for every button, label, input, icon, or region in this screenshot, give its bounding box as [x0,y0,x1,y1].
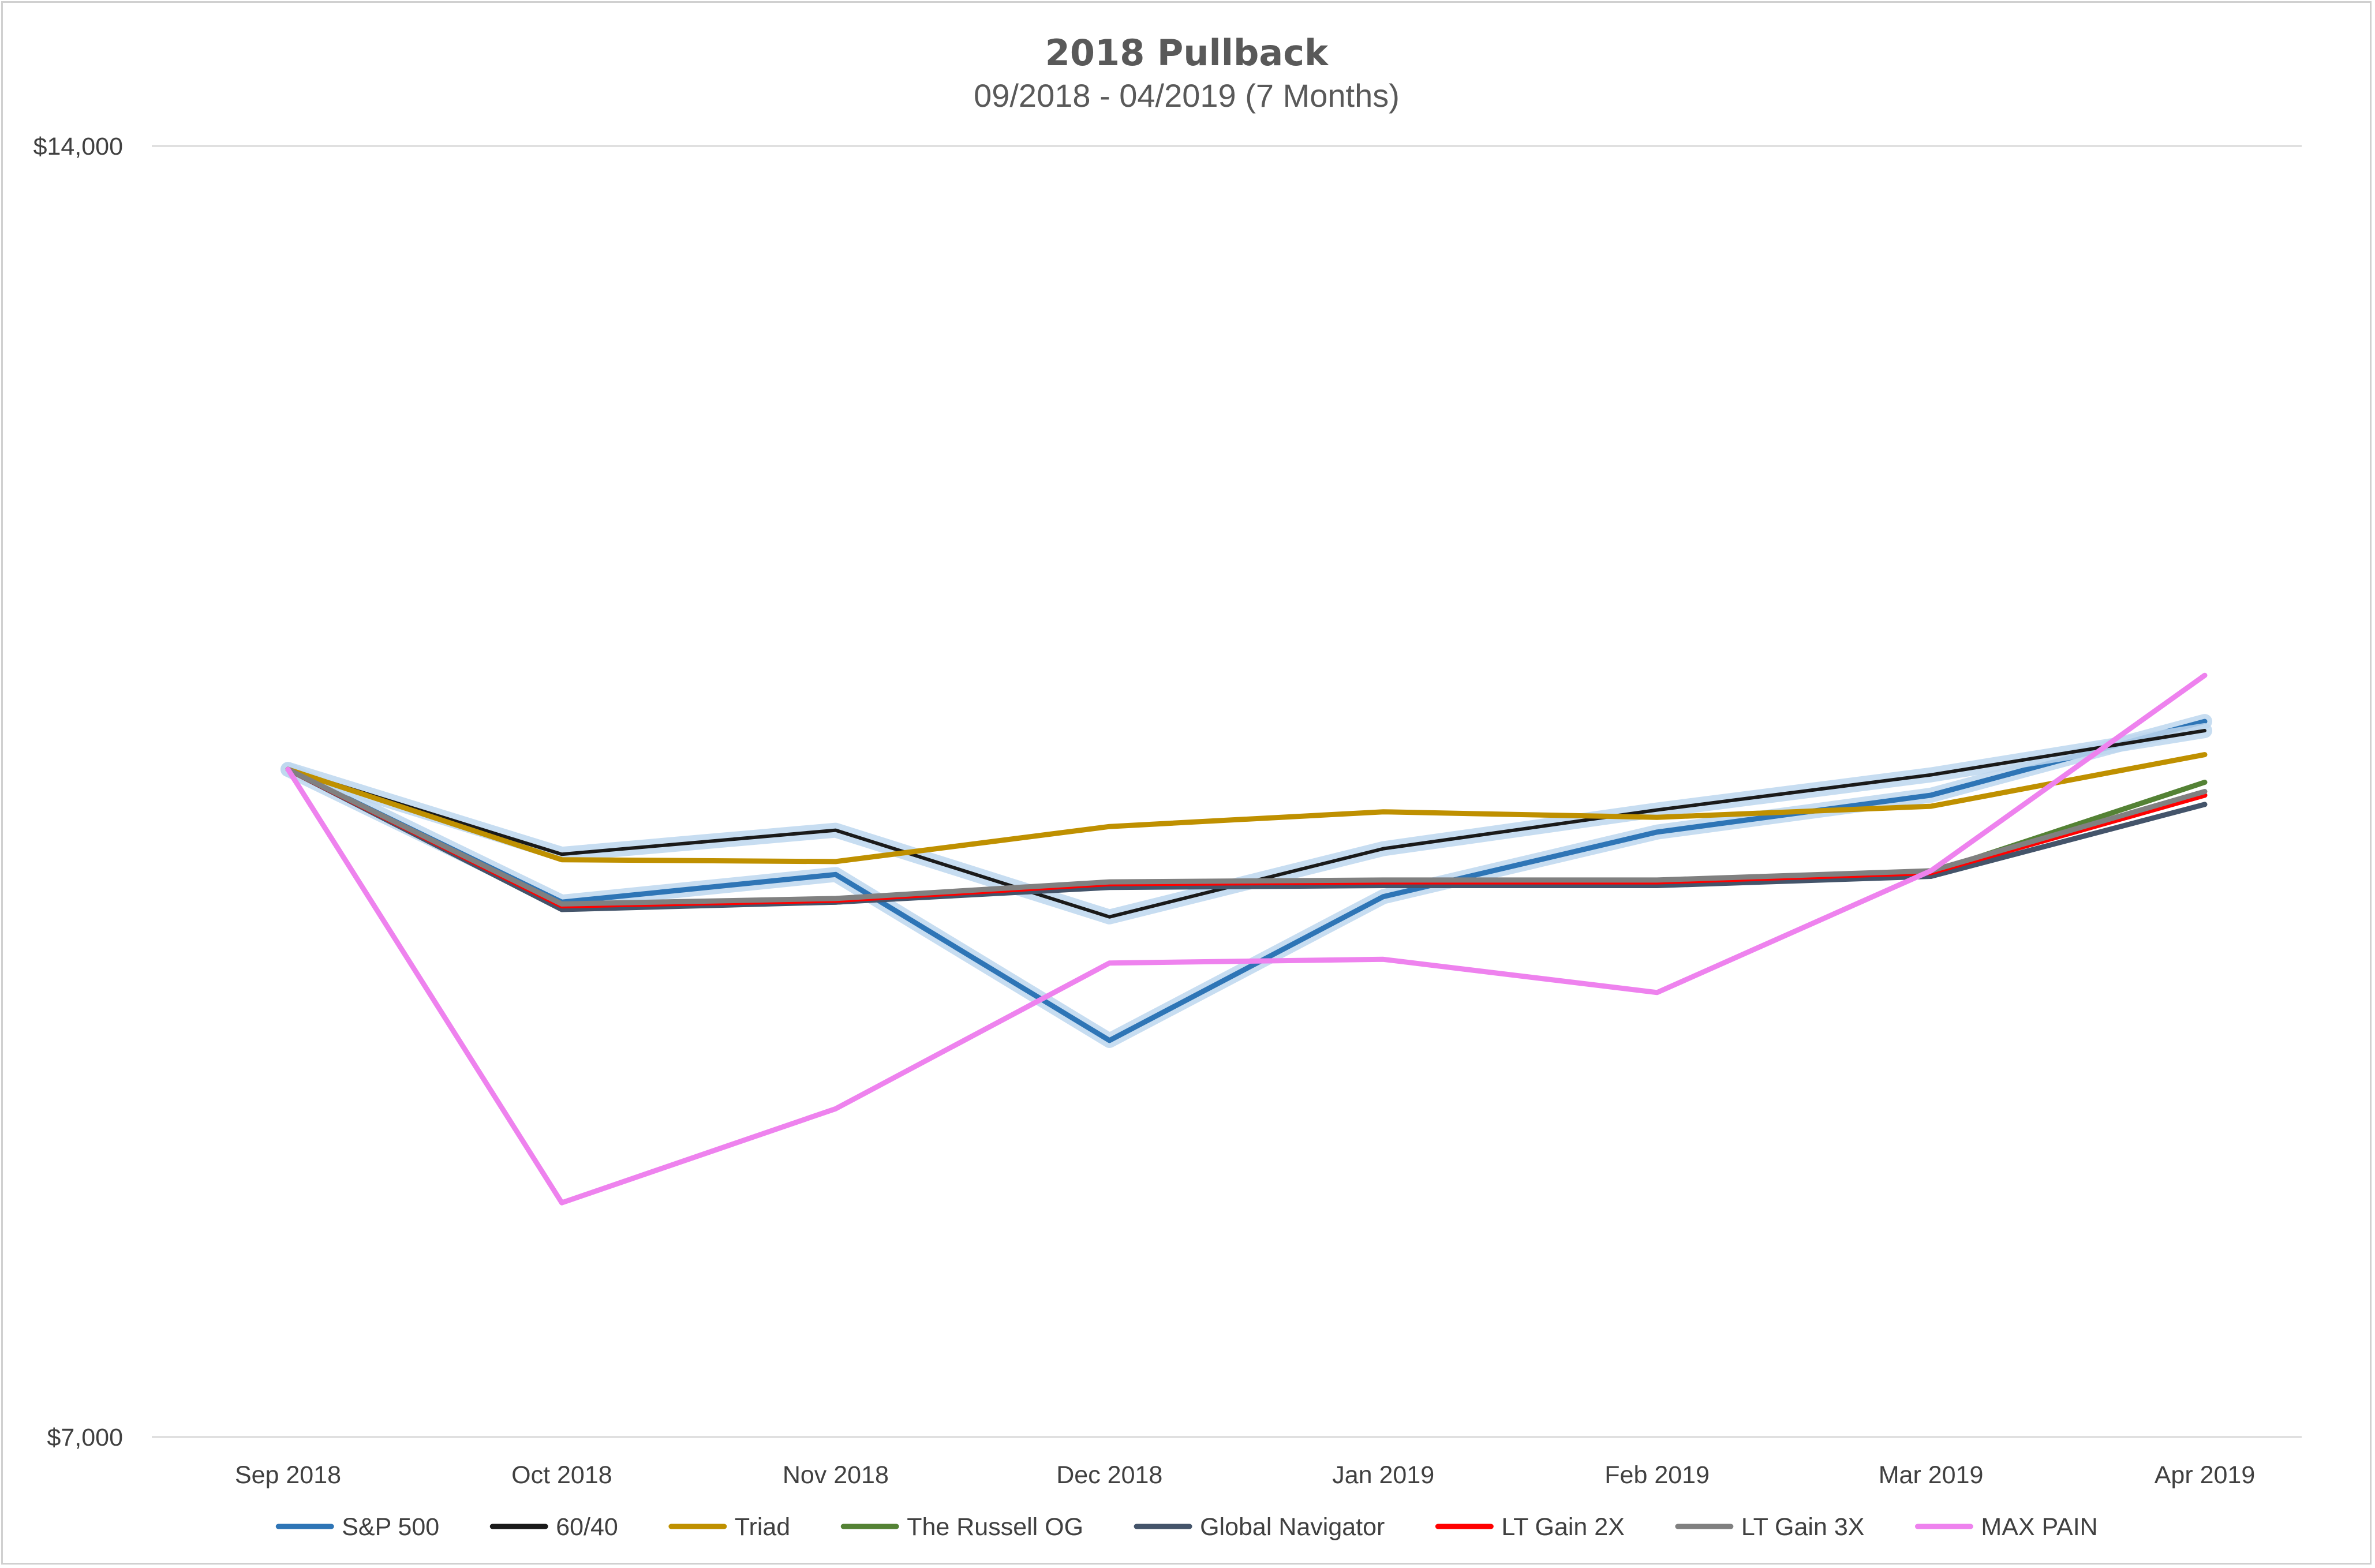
legend: S&P 500 60/40 Triad The Russell OG Global Na… [275,1513,2098,1541]
legend-label: The Russell OG [907,1513,1083,1541]
series-lines [280,672,2212,1206]
series-lt-gain-3x [285,766,2208,907]
x-tick-label: Apr 2019 [2155,1461,2256,1489]
gridlines [152,145,2302,1438]
series-s-p-500 [280,714,2212,1048]
series-triad-line [285,752,2208,865]
legend-label: Global Navigator [1200,1513,1385,1541]
chart-subtitle: 09/2018 - 04/2019 (7 Months) [974,77,1400,114]
x-tick-label: Sep 2018 [235,1461,341,1489]
y-axis-tick-labels: $7,000 $14,000 [33,133,123,1451]
x-axis-tick-labels: Sep 2018 Oct 2018 Nov 2018 Dec 2018 Jan 2019… [235,1461,2255,1489]
legend-item-60-40[interactable]: 60/40 [489,1513,618,1541]
legend-label: MAX PAIN [1981,1513,2097,1541]
series-global-navigator-line [285,766,2208,912]
y-tick-label: $14,000 [33,133,123,160]
legend-label: LT Gain 3X [1741,1513,1865,1541]
x-tick-label: Nov 2018 [783,1461,889,1489]
series-max-pain [285,672,2208,1206]
legend-label: LT Gain 2X [1501,1513,1625,1541]
line-chart: 2018 Pullback 09/2018 - 04/2019 (7 Month… [33,32,2302,1541]
series-lt-gain-3x-line [285,766,2208,907]
series-global-navigator [285,766,2208,912]
y-tick-label: $7,000 [47,1424,123,1451]
x-tick-label: Feb 2019 [1604,1461,1710,1489]
x-tick-label: Dec 2018 [1056,1461,1162,1489]
legend-label: Triad [735,1513,790,1541]
chart-title: 2018 Pullback [1045,32,1329,74]
legend-item-max-pain[interactable]: MAX PAIN [1914,1513,2098,1541]
x-tick-label: Mar 2019 [1879,1461,1984,1489]
legend-item-triad[interactable]: Triad [668,1513,790,1541]
legend-item-lt-gain-3x[interactable]: LT Gain 3X [1675,1513,1865,1541]
series-s-p-500-line [285,718,2208,1043]
legend-item-the-russell-og[interactable]: The Russell OG [840,1513,1083,1541]
legend-item-global-navigator[interactable]: Global Navigator [1134,1513,1385,1541]
legend-item-s-p-500[interactable]: S&P 500 [275,1513,439,1541]
legend-item-lt-gain-2x[interactable]: LT Gain 2X [1435,1513,1625,1541]
x-tick-label: Oct 2018 [511,1461,612,1489]
x-tick-label: Jan 2019 [1332,1461,1434,1489]
series-max-pain-line [285,672,2208,1206]
legend-label: 60/40 [556,1513,618,1541]
legend-label: S&P 500 [342,1513,439,1541]
series-triad [285,752,2208,865]
